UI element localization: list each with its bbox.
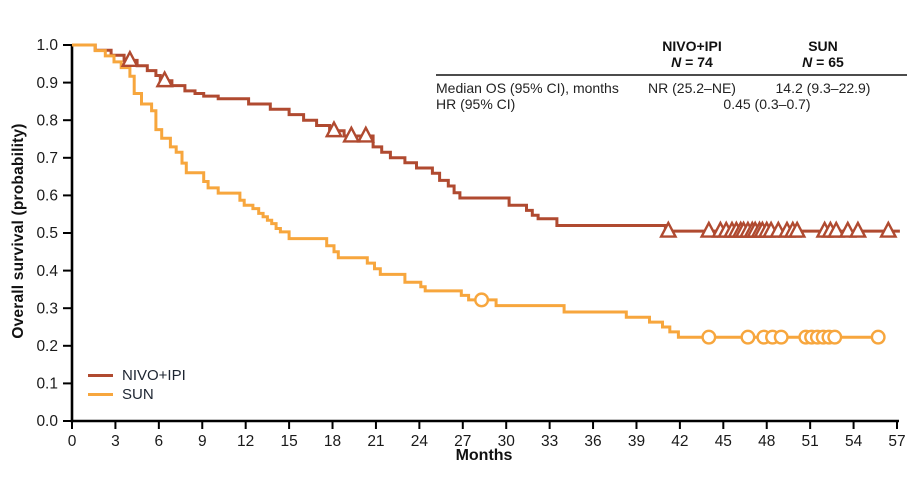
n-value: = 65 [812, 54, 844, 70]
hr-value: 0.45 (0.3–0.7) [723, 96, 811, 112]
censor-mark-circle [773, 329, 789, 345]
row-label: Median OS (95% CI), months [436, 80, 619, 96]
os-table-row-median: Median OS (95% CI), months NR (25.2–NE) … [436, 80, 907, 96]
x-tick-label: 21 [367, 433, 384, 450]
censor-mark-triangle [879, 220, 898, 238]
censor-mark-circle [474, 292, 490, 308]
chart-legend: NIVO+IPI SUN [88, 366, 186, 404]
censor-mark-circle [740, 329, 756, 345]
row-label: HR (95% CI) [436, 96, 516, 112]
x-tick-label: 24 [411, 433, 429, 450]
censor-mark-circle [701, 329, 717, 345]
censor-mark-triangle [827, 220, 846, 238]
y-tick-label: 0.2 [36, 338, 58, 355]
median-os-sun: 14.2 (9.3–22.9) [775, 80, 871, 96]
legend-item-nivo-ipi: NIVO+IPI [88, 366, 186, 385]
os-table-header-sun: SUN N = 65 [748, 38, 898, 70]
x-axis-title: Months [455, 447, 513, 464]
legend-item-sun: SUN [88, 385, 186, 404]
x-tick-label: 3 [111, 433, 120, 450]
y-tick-label: 0.5 [36, 225, 58, 242]
y-tick-label: 0.8 [36, 112, 58, 129]
censor-mark-triangle [848, 220, 868, 238]
y-tick-label: 0.3 [36, 300, 58, 317]
x-tick-label: 48 [758, 433, 775, 450]
survival-curve-nivo-ipi [72, 43, 900, 233]
n-symbol: N [802, 54, 813, 70]
y-axis-title: Overall survival (probability) [10, 123, 27, 339]
arm-name: NIVO+IPI [662, 38, 722, 54]
legend-label-nivo-ipi: NIVO+IPI [122, 367, 186, 384]
x-tick-label: 6 [155, 433, 164, 450]
x-tick-label: 42 [671, 433, 688, 450]
censor-mark-triangle [342, 125, 361, 143]
censor-mark-circle [827, 329, 843, 345]
nivo-ipi-line-swatch [88, 374, 113, 377]
y-tick-label: 0.7 [36, 150, 58, 167]
arm-n: N = 74 [636, 54, 748, 70]
y-tick-label: 0.0 [36, 413, 58, 430]
x-tick-label: 45 [715, 433, 732, 450]
x-tick-label: 27 [454, 433, 471, 450]
x-tick-label: 36 [584, 433, 601, 450]
n-symbol: N [671, 54, 682, 70]
n-value: = 74 [681, 54, 713, 70]
x-tick-label: 30 [498, 433, 516, 450]
y-tick-label: 0.6 [36, 188, 58, 205]
y-tick-label: 0.9 [36, 75, 58, 92]
x-tick-label: 51 [802, 433, 819, 450]
arm-n: N = 65 [748, 54, 898, 70]
censor-mark-circle [870, 329, 886, 345]
os-summary-table: NIVO+IPI N = 74 SUN N = 65 Median OS (95… [436, 38, 907, 112]
legend-label-sun: SUN [122, 386, 154, 403]
censor-mark-triangle [699, 220, 719, 238]
y-tick-label: 1.0 [36, 37, 58, 54]
os-table-header-row: NIVO+IPI N = 74 SUN N = 65 [436, 38, 907, 76]
median-os-nivo-ipi: NR (25.2–NE) [648, 80, 736, 96]
censor-mark-triangle [324, 119, 344, 138]
y-tick-label: 0.4 [36, 263, 58, 280]
os-table-row-hr: HR (95% CI) 0.45 (0.3–0.7) [436, 96, 907, 112]
censor-mark-triangle [155, 69, 174, 88]
x-tick-label: 57 [888, 433, 905, 450]
survival-curve-sun [72, 43, 880, 339]
os-table-header-spacer [436, 38, 636, 70]
x-tick-label: 9 [198, 433, 207, 450]
y-tick-label: 0.1 [36, 376, 58, 393]
os-table-header-nivo-ipi: NIVO+IPI N = 74 [636, 38, 748, 70]
arm-name: SUN [808, 38, 838, 54]
x-tick-label: 15 [280, 433, 297, 450]
censor-mark-triangle [659, 220, 678, 238]
x-tick-label: 0 [68, 433, 77, 450]
x-tick-label: 33 [541, 433, 558, 450]
x-tick-label: 12 [237, 433, 254, 450]
x-tick-label: 54 [845, 433, 863, 450]
censor-mark-triangle [356, 125, 376, 143]
censor-mark-triangle [787, 220, 807, 238]
censor-mark-triangle [120, 49, 140, 68]
sun-line-swatch [88, 393, 113, 396]
x-tick-label: 39 [628, 433, 645, 450]
x-tick-label: 18 [324, 433, 341, 450]
